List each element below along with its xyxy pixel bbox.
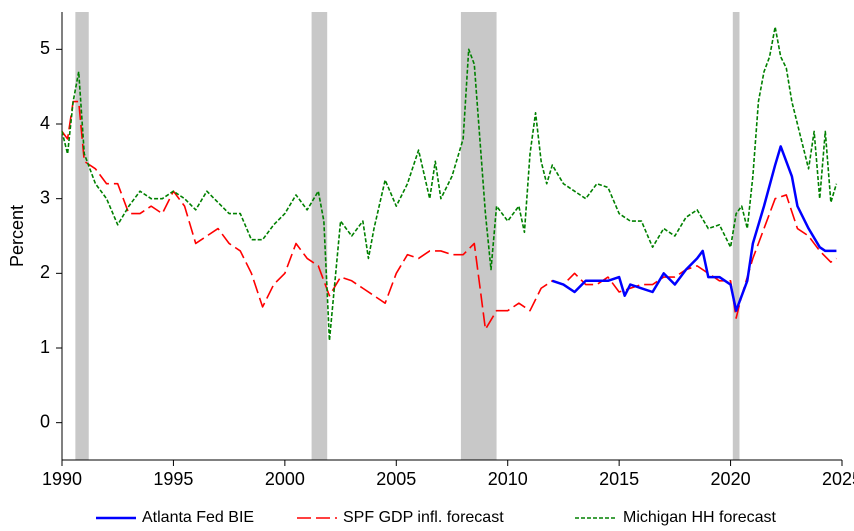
- legend-label: SPF GDP infl. forecast: [343, 509, 504, 526]
- y-tick-label: 3: [40, 187, 50, 207]
- series-line: [551, 145, 837, 312]
- shaded-period: [311, 12, 328, 460]
- x-tick-label: 2010: [488, 469, 528, 489]
- y-tick-label: 2: [40, 262, 50, 282]
- y-tick-label: 1: [40, 337, 50, 357]
- x-tick-label: 1990: [42, 469, 82, 489]
- y-tick-label: 4: [40, 113, 50, 133]
- x-tick-label: 2015: [599, 469, 639, 489]
- series-line: [61, 26, 838, 342]
- x-tick-label: 2000: [265, 469, 305, 489]
- y-tick-label: 0: [40, 411, 50, 431]
- legend-label: Michigan HH forecast: [623, 509, 777, 526]
- y-tick-label: 5: [40, 38, 50, 58]
- shaded-period: [460, 12, 497, 460]
- x-tick-label: 2025: [822, 469, 854, 489]
- x-tick-label: 1995: [153, 469, 193, 489]
- y-axis-label: Percent: [7, 205, 27, 267]
- shaded-period: [732, 12, 740, 460]
- legend: Atlanta Fed BIE SPF GDP infl. forecast Mic…: [96, 509, 777, 526]
- legend-label: Atlanta Fed BIE: [142, 509, 254, 526]
- x-tick-label: 2020: [711, 469, 751, 489]
- series-line: [61, 100, 837, 331]
- x-tick-label: 2005: [376, 469, 416, 489]
- shaded-period: [75, 12, 89, 460]
